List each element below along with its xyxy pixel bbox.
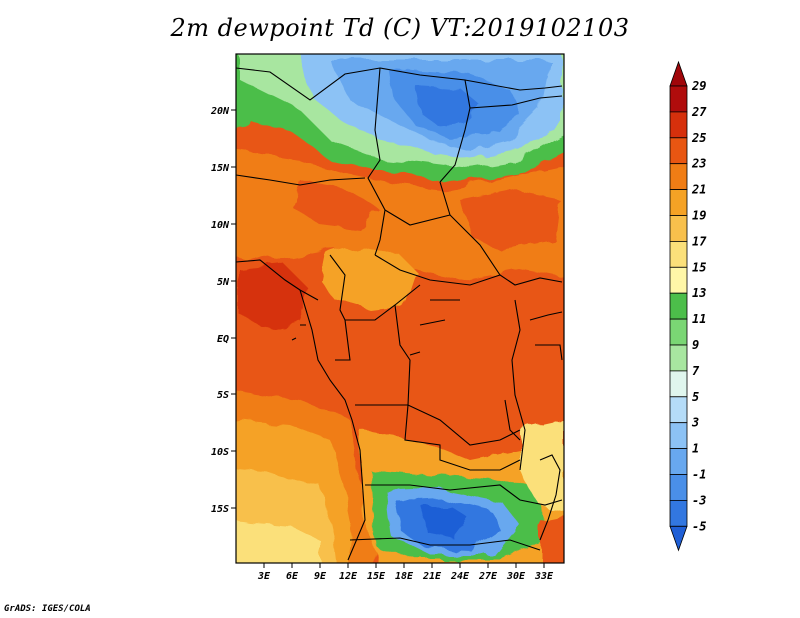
colorbar-label: 7 [692,364,700,378]
colorbar-label: 27 [691,105,707,119]
colorbar-band [669,215,688,242]
lat-label-10n: 10N [211,220,230,231]
colorbar-label: 15 [692,260,706,274]
colorbar-band [669,292,688,320]
colorbar-label: 21 [691,183,706,197]
map-frame [235,53,565,564]
lat-label-eq: EQ [217,334,229,345]
colorbar-band [669,240,688,268]
colorbar-band [669,137,688,165]
credit-text: GrADS: IGES/COLA [4,604,91,614]
colorbar-arrow-bottom [669,525,688,552]
lat-label-20n: 20N [210,106,230,117]
colorbar-arrow-top [669,60,688,87]
colorbar-label: 3 [691,416,699,430]
colorbar-band [669,396,688,424]
lon-label-15e: 15E [367,571,386,582]
lon-label-18e: 18E [395,571,414,582]
colorbar-band [669,370,688,398]
colorbar-label: -1 [692,468,706,482]
colorbar-band [669,499,688,527]
lon-tick-3e: 3E [257,563,271,582]
lat-tick-5s: 5S [217,390,236,401]
lon-label-6e: 6E [286,571,299,582]
dewpoint-field [236,54,564,563]
lon-label-3e: 3E [257,571,271,582]
latitude-axis: 20N 15N 10N 5N EQ 5S 10S 15S [210,106,236,515]
colorbar-label: 9 [692,338,699,352]
colorbar-band [669,111,688,139]
lat-label-5n: 5N [217,277,230,288]
lon-tick-30e: 30E [506,563,526,582]
colorbar: 29 27 25 23 21 19 17 15 13 11 9 7 5 3 1 -1 -3 -5 [669,60,707,552]
colorbar-label: 23 [691,157,706,171]
colorbar-band [669,85,688,113]
colorbar-label: -3 [692,493,706,507]
colorbar-label: 17 [692,234,707,248]
lon-label-24e: 24E [450,571,470,582]
lon-tick-21e: 21E [422,563,442,582]
lon-label-21e: 21E [422,571,442,582]
lat-label-15s: 15S [211,504,229,515]
colorbar-label: 25 [691,131,706,145]
colorbar-label: 5 [692,390,699,404]
lon-tick-15e: 15E [367,563,386,582]
colorbar-label: 1 [692,442,699,456]
lat-tick-15n: 15N [211,163,236,174]
map-title: 2m dewpoint Td (C) VT:2019102103 [170,14,630,42]
lat-label-10s: 10S [211,447,229,458]
lon-label-30e: 30E [506,571,526,582]
lon-tick-33e: 33E [534,563,554,582]
colorbar-label: 13 [692,286,706,300]
lon-tick-24e: 24E [450,563,470,582]
lon-tick-18e: 18E [395,563,414,582]
colorbar-band [669,266,688,294]
lat-label-15n: 15N [211,163,230,174]
longitude-axis: 3E 6E 9E 12E 15E 18E 21E 24E 27E 30E 33E [257,563,554,582]
colorbar-band [669,448,688,475]
lon-label-27e: 27E [478,571,498,582]
lat-tick-eq: EQ [217,334,236,345]
colorbar-band [669,189,688,216]
colorbar-band [669,344,688,372]
lon-tick-12e: 12E [339,563,358,582]
colorbar-label: 19 [692,209,706,223]
colorbar-band [669,163,688,190]
lon-tick-27e: 27E [478,563,498,582]
lat-tick-20n: 20N [210,106,236,117]
colorbar-label: 29 [691,79,706,93]
lat-label-5s: 5S [217,390,229,401]
colorbar-band [669,474,688,501]
lon-label-9e: 9E [314,571,327,582]
lon-label-12e: 12E [339,571,358,582]
colorbar-label: 11 [692,312,706,326]
lat-tick-15s: 15S [211,504,236,515]
lon-label-33e: 33E [534,571,554,582]
lat-tick-5n: 5N [217,277,236,288]
lon-tick-6e: 6E [286,563,299,582]
lat-tick-10s: 10S [211,447,236,458]
lat-tick-10n: 10N [211,220,236,231]
lon-tick-9e: 9E [314,563,327,582]
colorbar-band [669,318,688,346]
colorbar-label: -5 [692,519,706,533]
colorbar-band [669,422,688,450]
